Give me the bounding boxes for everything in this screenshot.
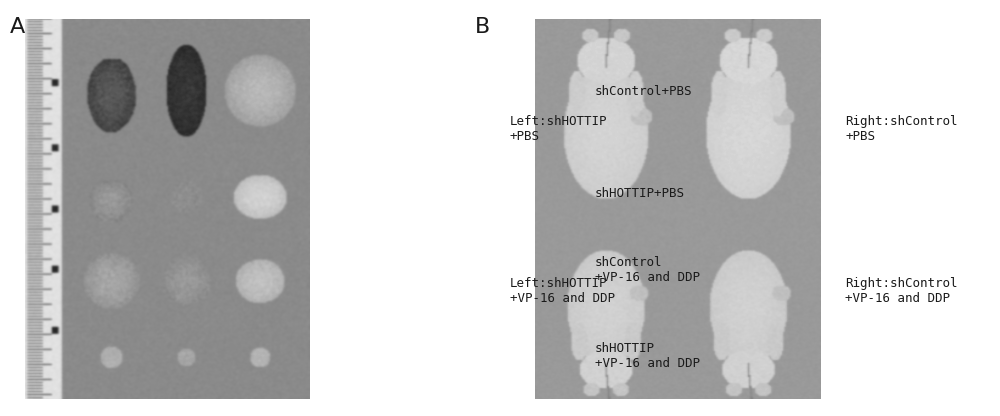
Text: B: B <box>475 17 490 37</box>
Text: shHOTTIP+PBS: shHOTTIP+PBS <box>595 187 685 200</box>
Text: A: A <box>10 17 25 37</box>
Text: shHOTTIP
+VP-16 and DDP: shHOTTIP +VP-16 and DDP <box>595 342 700 370</box>
Text: shControl+PBS: shControl+PBS <box>595 85 692 98</box>
Text: Right:shControl
+PBS: Right:shControl +PBS <box>845 115 958 143</box>
Text: shControl
+VP-16 and DDP: shControl +VP-16 and DDP <box>595 256 700 285</box>
Text: Left:shHOTTIP
+VP-16 and DDP: Left:shHOTTIP +VP-16 and DDP <box>510 277 615 305</box>
Text: Right:shControl
+VP-16 and DDP: Right:shControl +VP-16 and DDP <box>845 277 958 305</box>
Text: Left:shHOTTIP
+PBS: Left:shHOTTIP +PBS <box>510 115 608 143</box>
